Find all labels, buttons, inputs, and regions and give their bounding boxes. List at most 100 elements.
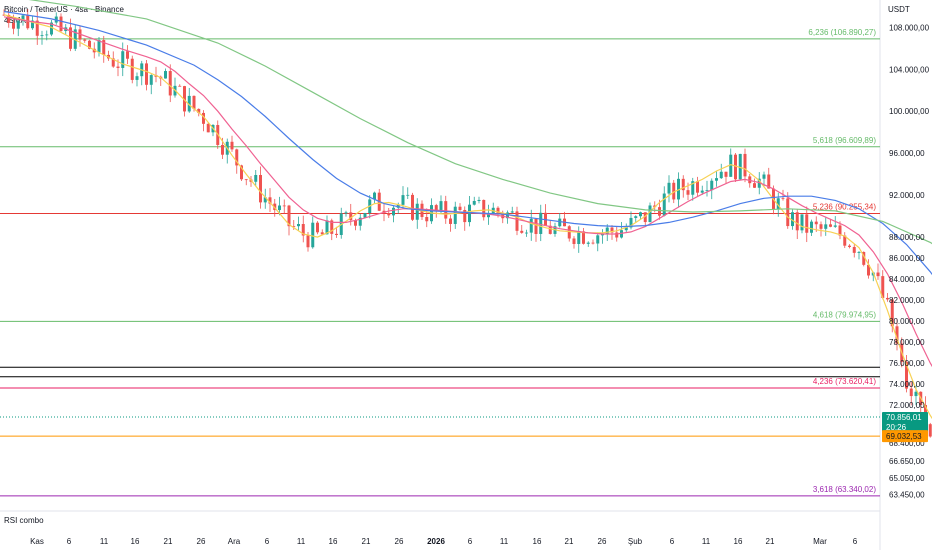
countdown-label: 20:26: [886, 423, 907, 432]
candle-body: [510, 211, 514, 213]
candle-body: [710, 180, 714, 191]
y-tick-label: 84.000,00: [889, 275, 925, 284]
x-tick-label: 11: [500, 537, 509, 546]
axes: 108.000,00 104.000,00 100.000,00 96.000,00 9…: [30, 23, 929, 546]
y-tick-label: 74.000,00: [889, 380, 925, 389]
y-tick-label: 82.000,00: [889, 296, 925, 305]
candle-body: [373, 192, 376, 200]
candle-body: [648, 205, 652, 223]
candle-body: [715, 178, 718, 181]
candle-body: [534, 218, 538, 234]
candle-body: [805, 214, 809, 233]
candle-body: [572, 238, 576, 244]
candle-body: [197, 108, 201, 113]
y-tick-label: 76.000,00: [889, 359, 925, 368]
candle-body: [7, 14, 11, 23]
candle-body: [601, 234, 604, 236]
x-tick-label: 11: [702, 537, 711, 546]
last-price-badge: [882, 412, 928, 434]
y-tick-label: 66.650,00: [889, 457, 925, 466]
x-tick-label: 16: [734, 537, 743, 546]
candle-body: [876, 272, 880, 277]
ma-series-line: [3, 10, 932, 276]
candle-body: [529, 218, 533, 233]
candle-body: [814, 221, 818, 225]
candle-body: [743, 153, 747, 177]
candle-body: [762, 174, 766, 179]
x-tick-label: 2026: [427, 537, 445, 546]
candle-body: [496, 207, 500, 213]
candle-body: [677, 178, 680, 200]
candle-body: [254, 174, 258, 182]
x-tick-label: 26: [395, 537, 404, 546]
candle-body: [26, 15, 30, 29]
candle-body: [244, 179, 248, 181]
chart-title: Bitcoin / TetherUS · 4sa · Binance: [4, 5, 124, 14]
candle-body: [444, 201, 448, 219]
y-tick-label: 86.000,00: [889, 254, 925, 263]
candle-body: [411, 194, 414, 220]
candle-body: [240, 165, 243, 180]
candle-body: [35, 20, 39, 36]
candle-body: [605, 227, 609, 235]
candle-body: [449, 218, 452, 224]
x-tick-label: Mar: [813, 537, 827, 546]
candle-body: [73, 29, 77, 49]
candle-body: [786, 198, 790, 227]
candle-body: [439, 201, 443, 212]
candle-body: [634, 216, 638, 218]
candle-body: [506, 212, 509, 219]
candle-body: [12, 22, 15, 29]
x-tick-label: 21: [565, 537, 574, 546]
candle-body: [126, 51, 129, 59]
candle-body: [306, 235, 310, 248]
candle-body: [734, 154, 737, 180]
y-tick-label: 68.400,00: [889, 439, 925, 448]
fib-level-label: 5,618 (96.609,89): [813, 136, 876, 145]
candle-body: [45, 34, 49, 36]
x-tick-label: 11: [100, 537, 109, 546]
candle-body: [206, 123, 210, 133]
candle-body: [21, 15, 25, 21]
candle-body: [890, 299, 894, 327]
candle-body: [387, 213, 391, 216]
y-tick-label: 78.000,00: [889, 338, 925, 347]
candle-body: [192, 95, 196, 109]
candle-body: [287, 205, 291, 227]
candle-body: [914, 391, 918, 397]
candle-body: [781, 198, 785, 200]
candle-body: [624, 227, 628, 231]
candle-body: [477, 199, 481, 201]
candle-body: [767, 174, 771, 189]
candle-body: [83, 39, 87, 41]
candle-body: [282, 205, 286, 207]
y-tick-label: 92.000,00: [889, 191, 925, 200]
candle-body: [791, 212, 794, 227]
candle-body: [149, 75, 153, 85]
candle-body: [577, 231, 581, 244]
candle-body: [168, 71, 172, 96]
fib-level-label: 5,236 (90.255,34): [813, 202, 876, 211]
candle-body: [905, 361, 908, 389]
candle-body: [301, 224, 305, 236]
fib-level-label: 3,618 (63.340,02): [813, 485, 876, 494]
indicator-label: 4SMA: [4, 16, 26, 25]
candle-body: [724, 171, 728, 177]
candle-body: [97, 40, 101, 53]
candle-body: [178, 85, 182, 87]
candle-body: [643, 212, 647, 223]
candle-body: [349, 212, 353, 221]
candle-body: [548, 225, 552, 234]
candle-body: [40, 35, 44, 36]
candle-body: [705, 190, 709, 191]
candle-body: [662, 193, 666, 216]
fib-level-label: 4,618 (79.974,95): [813, 310, 876, 319]
candle-body: [463, 209, 467, 223]
currency-label: USDT: [888, 5, 910, 14]
candle-body: [686, 190, 690, 195]
candle-body: [482, 199, 486, 218]
candle-body: [259, 174, 262, 203]
orange-price-badge: [882, 430, 928, 443]
candle-body: [838, 225, 842, 236]
